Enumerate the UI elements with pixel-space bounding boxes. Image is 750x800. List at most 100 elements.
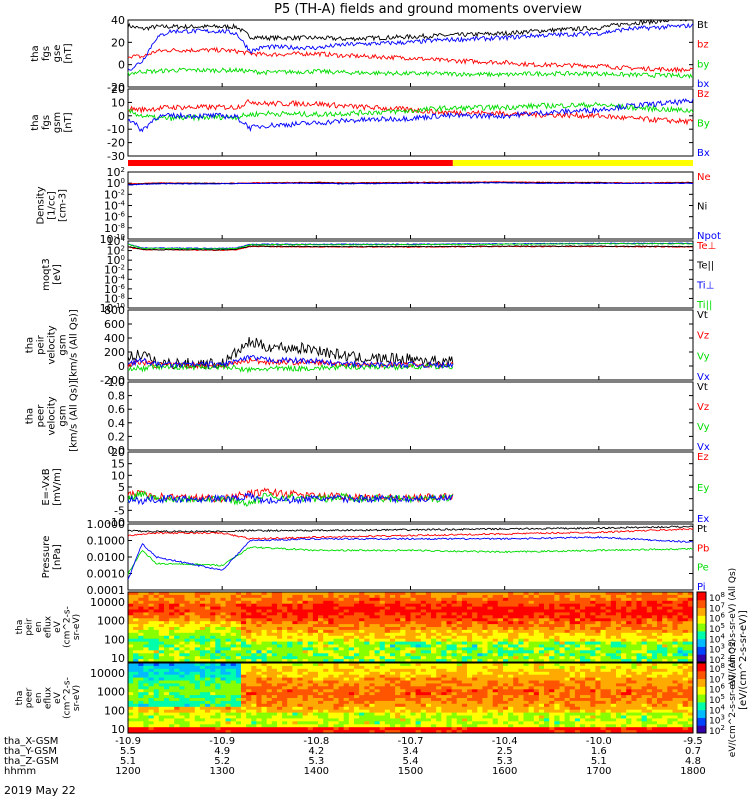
spectrogram-cell [431, 650, 437, 654]
spectrogram-cell [256, 597, 262, 602]
spectrogram-cell [128, 632, 134, 637]
spectrogram-cell [631, 609, 637, 613]
spectrogram-cell [503, 627, 509, 631]
spectrogram-cell [143, 644, 149, 648]
spectrogram-cell [523, 629, 529, 634]
spectrogram-cell [266, 703, 273, 708]
spectrogram-cell [220, 621, 226, 625]
spectrogram-cell [158, 668, 165, 673]
spectrogram-cell [651, 615, 658, 619]
spectrogram-cell [384, 700, 391, 705]
spectrogram-cell [210, 665, 216, 670]
spectrogram-cell [405, 730, 411, 734]
spectrogram-cell [538, 674, 545, 678]
spectrogram-cell [436, 627, 442, 631]
spectrogram-cell [508, 671, 514, 676]
spectrogram-cell [682, 627, 689, 631]
spectrogram-cell [282, 659, 288, 663]
spectrogram-cell [333, 686, 339, 690]
spectrogram-cell [400, 730, 406, 734]
spectrogram-cell [266, 653, 273, 657]
spectrogram-cell [580, 641, 586, 645]
spectrogram-cell [128, 618, 134, 622]
spectrogram-cell [338, 700, 345, 705]
spectrogram-cell [415, 700, 422, 705]
spectrogram-cell [687, 618, 694, 622]
spectrogram-cell [282, 683, 288, 687]
spectrogram-cell [503, 698, 509, 702]
spectrogram-cell [415, 597, 422, 602]
spectrogram-cell [497, 686, 504, 690]
spectrogram-cell [513, 609, 519, 613]
spectrogram-cell [662, 597, 668, 602]
spectrogram-cell [153, 597, 160, 602]
spectrogram-cell [508, 724, 514, 728]
spectrogram-cell [631, 594, 637, 599]
spectrogram-cell [348, 712, 355, 716]
spectrogram-cell [467, 665, 473, 670]
spectrogram-cell [384, 606, 391, 610]
spectrogram-cell [513, 606, 519, 610]
spectrogram-cell [497, 663, 504, 667]
spectrogram-cell [446, 706, 452, 711]
spectrogram-cell [682, 606, 689, 610]
spectrogram-cell [538, 727, 545, 731]
spectrogram-cell [261, 674, 267, 678]
spectrogram-cell [292, 644, 298, 648]
spectrogram-cell [441, 641, 447, 645]
spectrogram-cell [225, 712, 232, 716]
spectrogram-cell [302, 730, 309, 734]
spectrogram-cell [235, 668, 242, 673]
spectrogram-cell [205, 612, 211, 616]
spectrogram-cell [446, 600, 452, 605]
spectrogram-cell [359, 627, 365, 631]
spectrogram-cell [533, 606, 540, 610]
spectrogram-cell [605, 594, 612, 599]
spectrogram-cell [199, 659, 206, 663]
spectrogram-cell [538, 650, 545, 654]
spectrogram-cell [461, 683, 468, 687]
spectrogram-cell [379, 712, 386, 716]
spectrogram-cell [590, 615, 596, 619]
spectrogram-cell [318, 641, 324, 645]
spectrogram-cell [559, 618, 565, 622]
y-axis-label: velocity [47, 325, 58, 364]
spectrogram-cell [164, 718, 170, 722]
spectrogram-cell [354, 627, 360, 631]
spectrogram-cell [564, 632, 571, 637]
spectrogram-cell [364, 718, 370, 722]
spectrogram-cell [277, 638, 283, 642]
spectrogram-cell [318, 680, 324, 684]
spectrogram-cell [487, 659, 493, 663]
spectrogram-cell [138, 627, 144, 631]
spectrogram-cell [384, 668, 391, 673]
spectrogram-cell [374, 624, 380, 628]
spectrogram-cell [384, 656, 391, 660]
spectrogram-cell [544, 641, 550, 645]
spectrogram-cell [138, 703, 144, 708]
spectrogram-cell [595, 659, 601, 663]
spectrogram-cell [477, 706, 483, 711]
spectrogram-cell [169, 730, 175, 734]
spectrogram-cell [451, 695, 458, 699]
spectrogram-cell [307, 600, 314, 605]
spectrogram-cell [307, 674, 314, 678]
spectrogram-cell [482, 629, 488, 634]
spectrogram-cell [225, 730, 232, 734]
spectrogram-cell [446, 594, 452, 599]
spectrogram-cell [420, 644, 427, 648]
spectrogram-cell [395, 730, 401, 734]
spectrogram-cell [467, 600, 473, 605]
spectrogram-cell [225, 721, 232, 725]
spectrogram-cell [194, 712, 201, 716]
spectrogram-cell [364, 638, 370, 642]
spectrogram-cell [338, 686, 345, 690]
spectrogram-cell [549, 709, 555, 713]
spectrogram-cell [282, 663, 288, 667]
spectrogram-cell [513, 668, 519, 673]
spectrogram-cell [128, 680, 134, 684]
spectrogram-cell [328, 665, 334, 670]
spectrogram-cell [277, 683, 283, 687]
legend-entry: Vt [697, 310, 708, 321]
spectrogram-cell [235, 624, 242, 628]
